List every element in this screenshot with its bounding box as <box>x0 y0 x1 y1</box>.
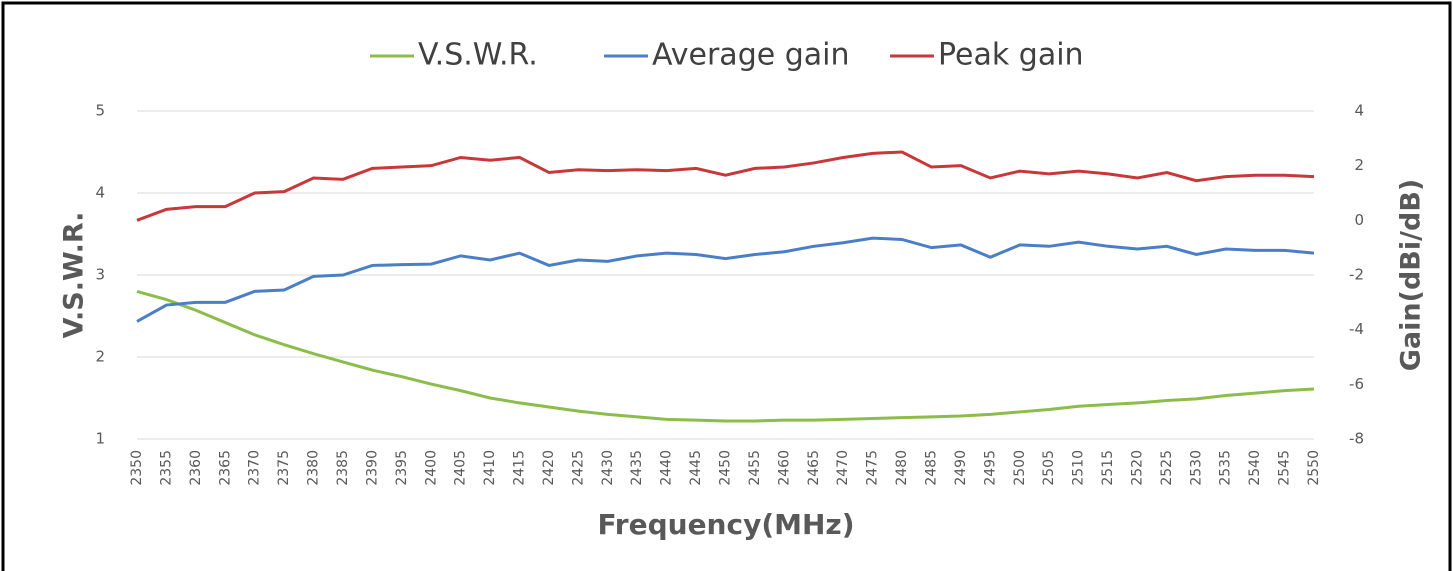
y2-tick-label: 4 <box>1354 102 1364 120</box>
x-tick-label: 2385 <box>335 450 351 486</box>
x-tick-label: 2465 <box>806 450 822 486</box>
y2-axis-title: Gain(dBi/dB) <box>1396 179 1427 371</box>
x-tick-label: 2420 <box>541 450 557 486</box>
series-line <box>136 150 1315 222</box>
x-tick-label: 2390 <box>364 450 380 486</box>
y-axis-title: V.S.W.R. <box>59 212 90 339</box>
x-tick-label: 2480 <box>894 450 910 486</box>
series-line <box>136 289 1315 423</box>
y2-tick-label: -4 <box>1349 320 1364 338</box>
x-tick-label: 2510 <box>1071 450 1087 486</box>
x-tick-label: 2395 <box>394 450 410 486</box>
x-tick-label: 2375 <box>276 450 292 486</box>
x-tick-label: 2505 <box>1041 450 1057 486</box>
y-tick-label: 2 <box>95 348 105 366</box>
x-tick-label: 2405 <box>453 450 469 486</box>
x-tick-label: 2490 <box>953 450 969 486</box>
x-tick-label: 2530 <box>1188 450 1204 486</box>
x-tick-label: 2355 <box>158 450 174 486</box>
legend-label: Peak gain <box>938 38 1084 73</box>
x-tick-label: 2525 <box>1159 450 1175 486</box>
legend-label: V.S.W.R. <box>418 38 538 73</box>
x-tick-label: 2445 <box>688 450 704 486</box>
x-tick-label: 2455 <box>747 450 763 486</box>
y2-tick-label: -6 <box>1349 375 1364 393</box>
x-tick-label: 2540 <box>1247 450 1263 486</box>
x-tick-label: 2435 <box>629 450 645 486</box>
y2-tick-label: 0 <box>1354 211 1364 229</box>
x-tick-label: 2470 <box>835 450 851 486</box>
x-tick-label: 2515 <box>1100 450 1116 486</box>
x-tick-label: 2380 <box>306 450 322 486</box>
x-tick-label: 2535 <box>1218 450 1234 486</box>
legend-label: Average gain <box>652 38 850 73</box>
x-tick-label: 2460 <box>776 450 792 486</box>
x-tick-label: 2425 <box>570 450 586 486</box>
x-tick-label: 2370 <box>247 450 263 486</box>
x-tick-label: 2485 <box>923 450 939 486</box>
x-tick-label: 2415 <box>512 450 528 486</box>
x-tick-label: 2450 <box>718 450 734 486</box>
x-tick-label: 2520 <box>1129 450 1145 486</box>
x-tick-label: 2360 <box>188 450 204 486</box>
y2-tick-label: 2 <box>1354 156 1364 174</box>
x-tick-label: 2545 <box>1277 450 1293 486</box>
x-tick-label: 2440 <box>659 450 675 486</box>
y2-tick-label: -2 <box>1349 266 1364 284</box>
x-axis-title: Frequency(MHz) <box>597 508 854 541</box>
y-tick-label: 4 <box>95 184 105 202</box>
x-tick-label: 2550 <box>1306 450 1322 486</box>
x-tick-label: 2400 <box>423 450 439 486</box>
x-tick-label: 2430 <box>600 450 616 486</box>
y-tick-label: 3 <box>95 266 105 284</box>
x-tick-label: 2500 <box>1012 450 1028 486</box>
x-tick-label: 2350 <box>129 450 145 486</box>
y2-tick-label: -8 <box>1349 430 1364 448</box>
x-tick-label: 2495 <box>982 450 998 486</box>
x-tick-label: 2365 <box>217 450 233 486</box>
x-tick-label: 2475 <box>865 450 881 486</box>
y-tick-label: 1 <box>95 430 105 448</box>
x-tick-label: 2410 <box>482 450 498 486</box>
series-line <box>136 236 1315 323</box>
y-tick-label: 5 <box>95 102 105 120</box>
